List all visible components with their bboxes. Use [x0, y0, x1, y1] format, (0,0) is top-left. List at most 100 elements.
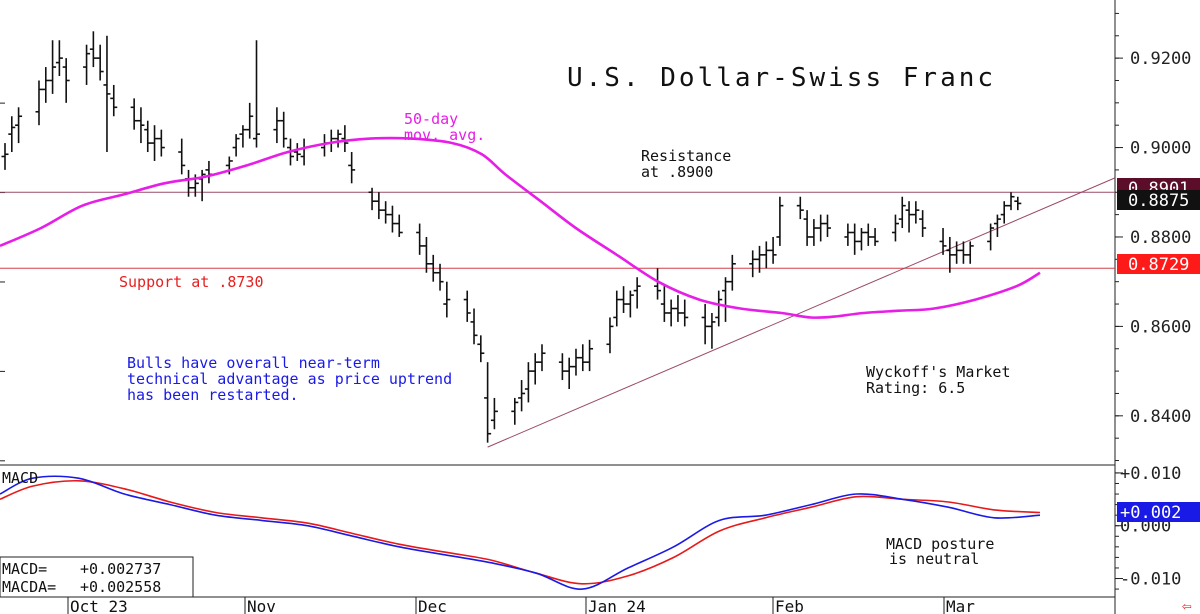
macd-annotation: MACD posture	[886, 535, 994, 553]
annotation-text: 50-day	[404, 110, 458, 128]
ohlc-bar	[667, 299, 675, 327]
ohlc-bar	[538, 344, 546, 372]
ohlc-bar	[946, 236, 954, 273]
ohlc-bar	[626, 290, 634, 318]
ohlc-bar	[484, 362, 492, 443]
price-box: 0.8875	[1117, 190, 1200, 211]
moving-average-line	[0, 136, 1041, 319]
readout-label: MACDA=	[2, 578, 56, 596]
ohlc-bar	[368, 187, 376, 211]
ohlc-bar	[110, 84, 118, 117]
price-box-bg	[1117, 254, 1200, 274]
ohlc-bar	[953, 241, 961, 264]
ohlc-bar	[96, 44, 104, 81]
date-tick-label: Dec	[418, 597, 447, 614]
back-arrow-icon[interactable]: ⇦	[1182, 596, 1192, 614]
ohlc-bar	[674, 295, 682, 322]
ohlc-bar	[477, 335, 485, 363]
ohlc-bar	[395, 214, 403, 237]
macd-readout: MACD= +0.002737 MACDA= +0.002558	[0, 556, 194, 598]
ohlc-bar	[871, 228, 879, 246]
ohlc-bar	[762, 241, 770, 269]
readout-label: MACD=	[2, 560, 47, 578]
ohlc-bar	[382, 201, 390, 224]
ohlc-bar	[273, 107, 281, 144]
date-tick-label: Nov	[247, 597, 276, 614]
ohlc-bar	[103, 35, 111, 153]
price-tick-label: 0.9200	[1130, 49, 1191, 69]
ohlc-bar	[722, 277, 730, 322]
ohlc-bar	[857, 228, 865, 251]
date-tick-label: Mar	[946, 597, 975, 614]
annotation-text: technical advantage as price uptrend	[127, 370, 452, 388]
annotation-text: Bulls have overall near-term	[127, 354, 380, 372]
ohlc-bar	[851, 223, 859, 255]
ohlc-bar	[531, 353, 539, 385]
ohlc-bar	[749, 250, 757, 278]
ohlc-bar	[620, 286, 628, 313]
ohlc-bar	[912, 201, 920, 224]
ohlc-bar	[15, 107, 23, 144]
date-tick-label: Feb	[775, 597, 804, 614]
ohlc-bar	[803, 210, 811, 246]
date-tick-label: Jan 24	[588, 597, 646, 614]
price-tick-label: 0.8800	[1130, 228, 1191, 248]
date-tick-label: Oct 23	[70, 597, 128, 614]
price-box-bg	[1117, 190, 1200, 210]
ohlc-bar	[565, 357, 573, 389]
ohlc-bar	[300, 138, 308, 166]
macd-panel-title: MACD	[2, 469, 38, 487]
ohlc-bar	[715, 290, 723, 327]
readout-value: +0.002737	[80, 560, 161, 578]
ohlc-bar	[844, 223, 852, 246]
ohlc-bar	[905, 201, 913, 233]
ohlc-bar	[708, 312, 716, 349]
ohlc-bar	[62, 58, 70, 103]
ohlc-bar	[205, 160, 213, 184]
annotation-text: Rating: 6.5	[866, 379, 965, 397]
ohlc-bar	[864, 223, 872, 246]
ohlc-bar	[83, 44, 91, 85]
ohlc-bar	[633, 277, 641, 309]
ohlc-bar	[572, 348, 580, 376]
date-axis: Oct 23 Nov Dec Jan 24 Feb Mar	[67, 597, 975, 614]
ohlc-bar	[89, 31, 97, 68]
ohlc-bar	[178, 138, 186, 175]
ohlc-bar	[558, 353, 566, 381]
ohlc-bar	[130, 98, 138, 130]
ohlc-bar	[137, 107, 145, 144]
ohlc-bar	[817, 214, 825, 242]
ohlc-bar	[891, 214, 899, 242]
chart-title: U.S. Dollar-Swiss Franc	[567, 63, 996, 93]
ohlc-bar	[1007, 192, 1015, 211]
readout-value: +0.002558	[80, 578, 161, 596]
ohlc-bar	[375, 192, 383, 220]
ohlc-bar	[151, 125, 159, 161]
ohlc-bar	[728, 254, 736, 291]
ohlc-bar	[253, 40, 261, 148]
ohlc-bar	[239, 125, 247, 148]
ohlc-bar	[586, 339, 594, 372]
ohlc-bar	[8, 116, 16, 153]
ohlc-bar	[1000, 201, 1008, 224]
macd-readout-box	[0, 556, 194, 598]
ohlc-bar	[246, 102, 254, 139]
price-tick-label: 0.9000	[1130, 139, 1191, 159]
ohlc-bar	[42, 67, 50, 103]
ohlc-bar	[470, 308, 478, 345]
ohlc-bar	[232, 134, 240, 157]
ohlc-bar	[490, 397, 498, 430]
price-box-label: 0.8729	[1128, 255, 1189, 275]
annotation-text: has been restarted.	[127, 386, 299, 404]
ohlc-bar	[993, 214, 1001, 237]
uptrend-line	[487, 177, 1116, 448]
macd-tick-label: +0.010	[1120, 464, 1181, 484]
ohlc-bar	[1014, 196, 1022, 211]
ohlc-bar	[198, 169, 206, 202]
ohlc-bar	[776, 196, 784, 246]
ohlc-bar	[49, 40, 57, 94]
ohlc-bar	[416, 223, 424, 255]
ohlc-bar	[966, 241, 974, 264]
